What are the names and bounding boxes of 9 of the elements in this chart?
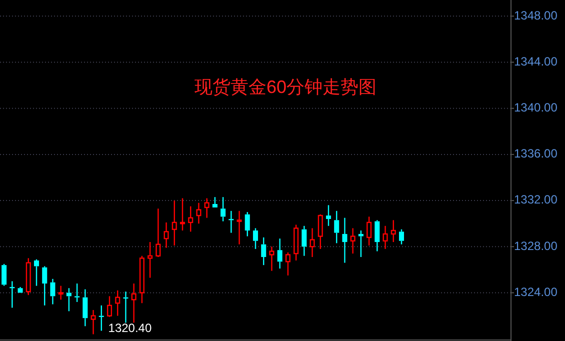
- y-tick-label: 1328.00: [514, 238, 558, 253]
- y-tick-label: 1324.00: [514, 284, 558, 299]
- y-tick-label: 1344.00: [514, 54, 558, 68]
- y-tick-label: 1340.00: [514, 100, 558, 115]
- y-tick-label: 1332.00: [514, 192, 558, 207]
- text: 现货黄金60分钟走势图: [194, 76, 377, 97]
- y-tick-label: 1336.00: [514, 146, 558, 161]
- y-tick-label: 1348.00: [514, 8, 558, 22]
- annotation: 1320.40: [108, 321, 152, 336]
